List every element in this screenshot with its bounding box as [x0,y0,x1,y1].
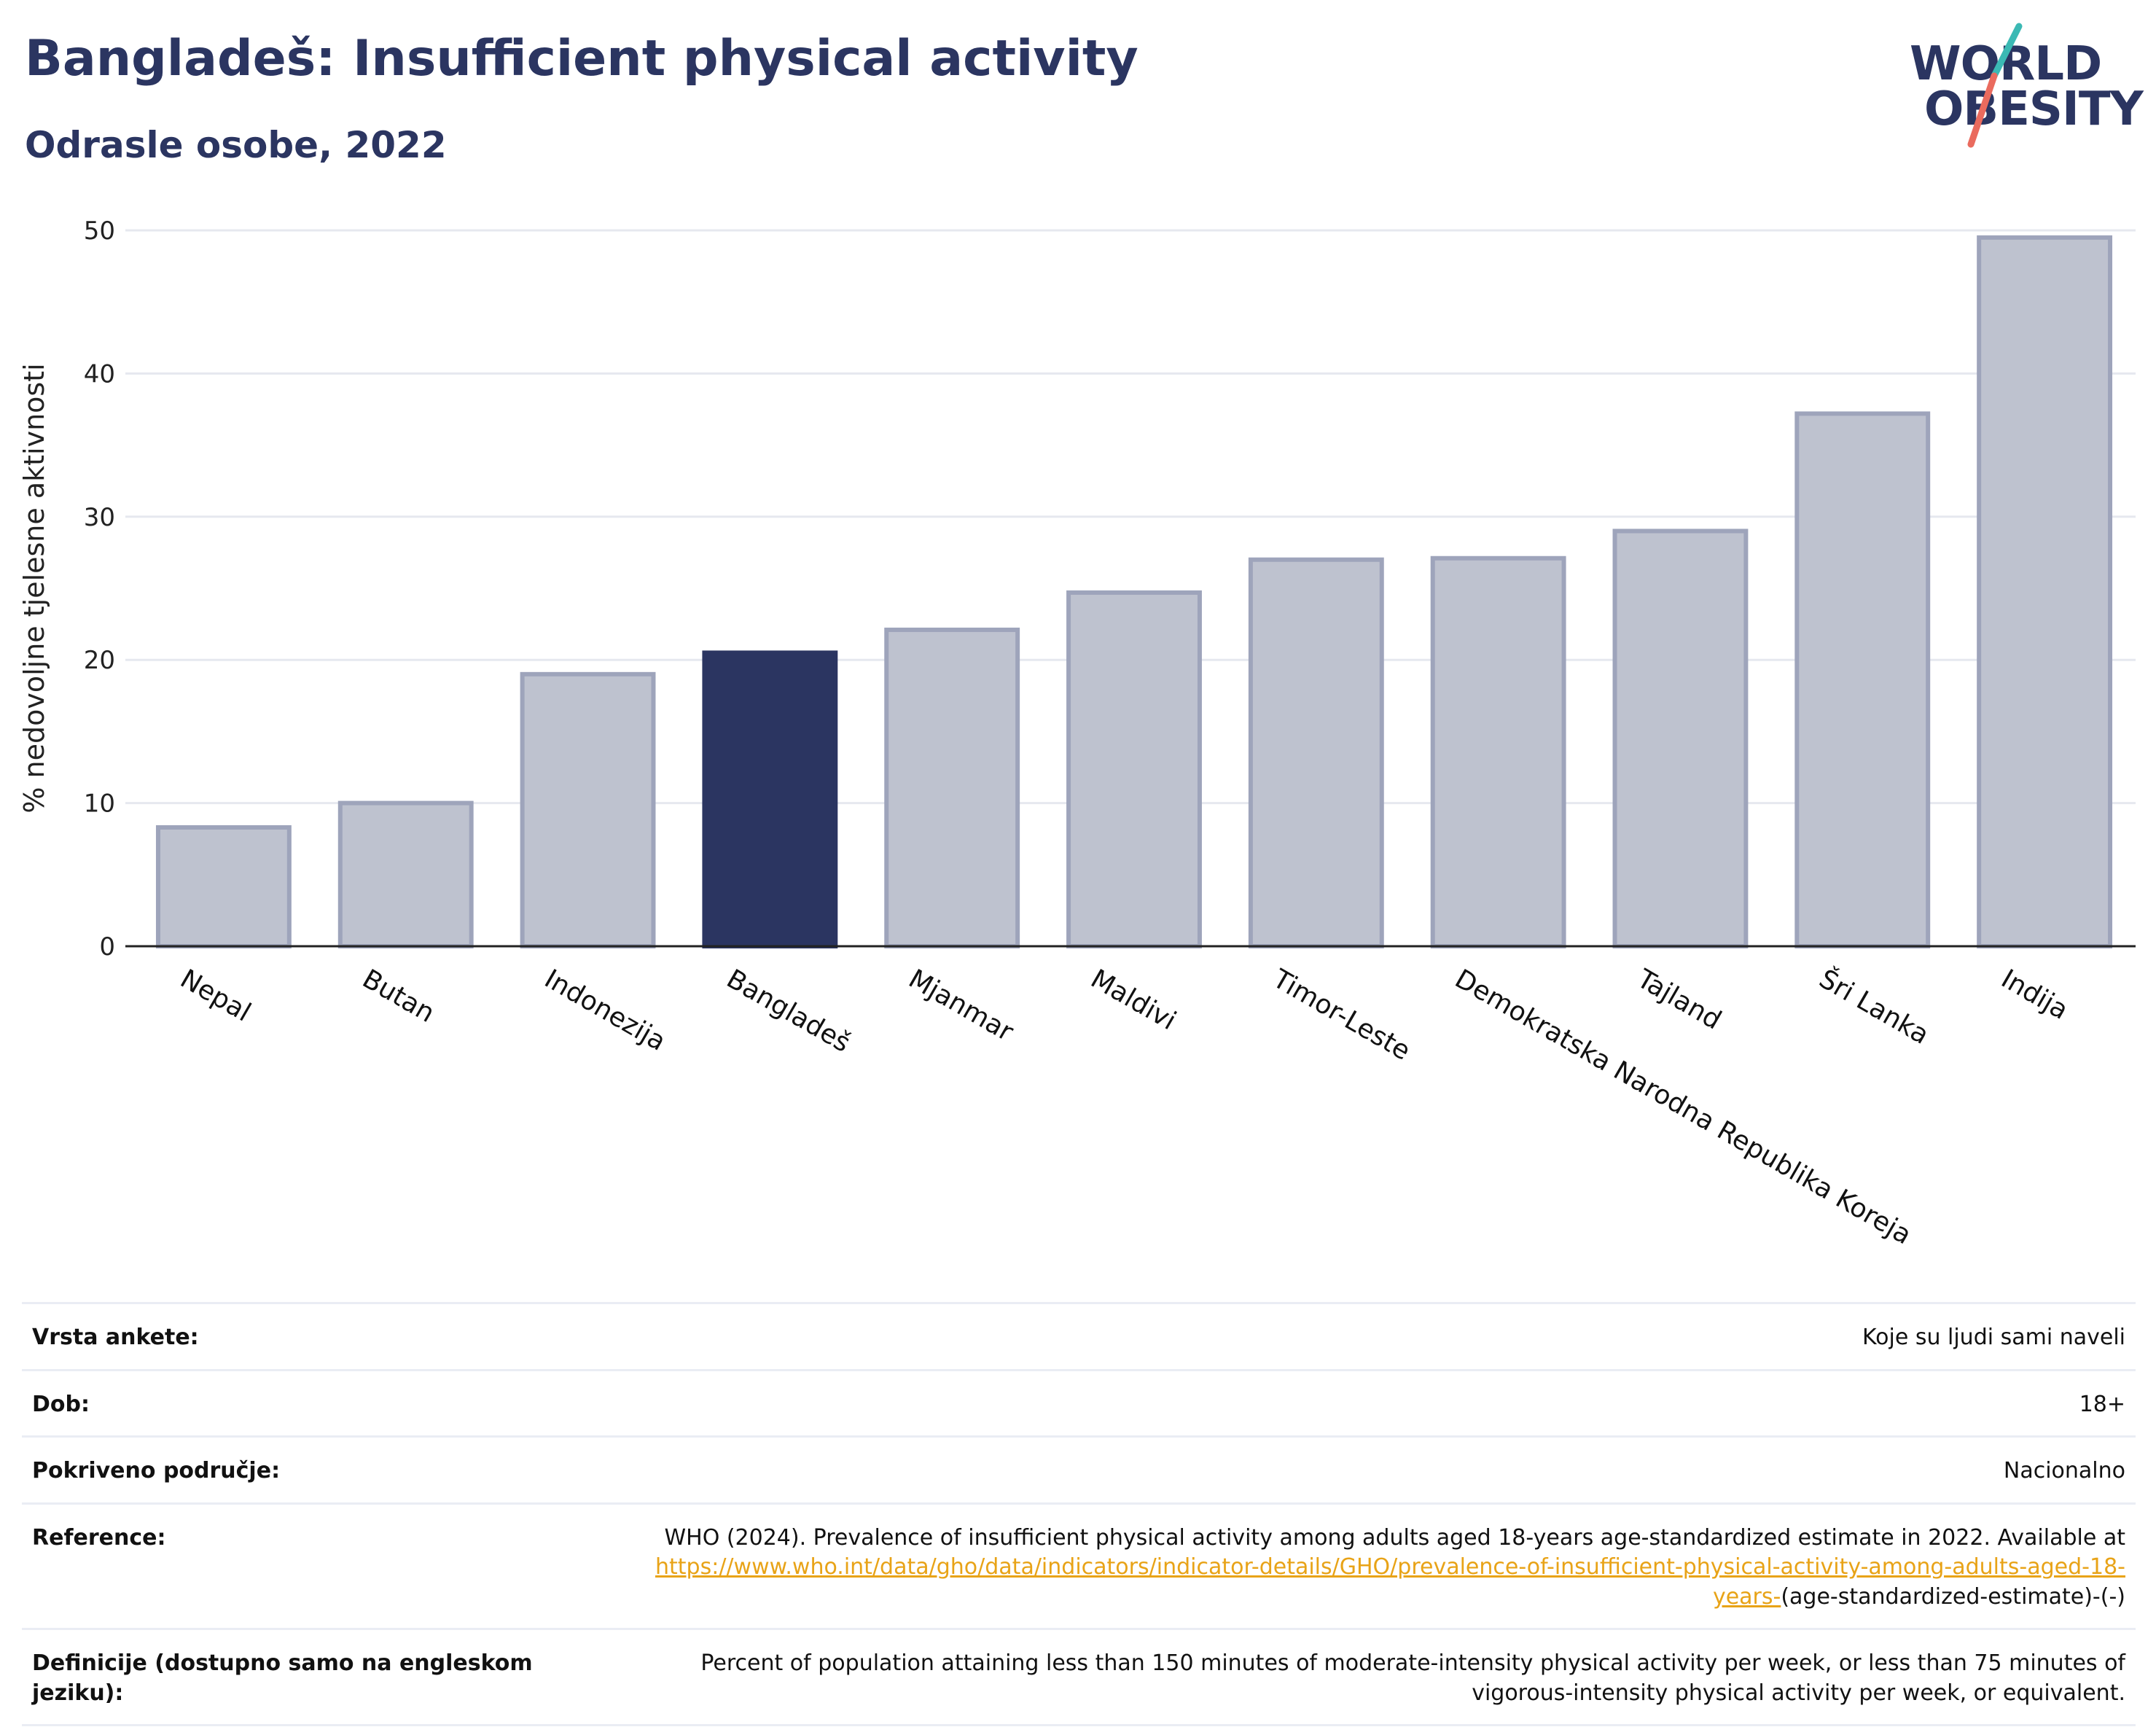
metadata-table: Vrsta ankete: Koje su ljudi sami naveli Do… [22,1302,2136,1726]
bar [1430,555,1566,948]
bar-highlighted [702,650,838,948]
y-tick-label: 30 [84,503,115,532]
meta-key: Dob: [22,1368,596,1438]
y-tick-label: 50 [84,217,115,246]
meta-row: Pokriveno područje: Nacionalno [22,1435,2136,1505]
y-axis-ticks: 0 10 20 30 40 50 [84,217,115,962]
logo-slash-icon [1967,23,2023,148]
reference-link[interactable]: https://www.who.int/data/gho/data/indica… [655,1554,2125,1610]
y-tick-label: 10 [84,789,115,819]
bar [1612,529,1749,948]
logo-line-2: OBESITY [1924,82,2144,136]
meta-value: Nacionalno [596,1435,2136,1505]
reference-row: Reference: WHO (2024). Prevalence of ins… [22,1502,2136,1630]
x-tick-label: Maldivi [1086,964,1181,1036]
meta-value: 18+ [596,1368,2136,1438]
reference-key: Reference: [22,1502,596,1630]
y-tick-label: 20 [84,646,115,675]
y-tick-label: 40 [84,359,115,389]
meta-value: Koje su ljudi sami naveli [596,1302,2136,1371]
x-tick-label: Šri Lanka [1814,963,1934,1050]
x-tick-label: Indija [1996,964,2074,1026]
bar [1248,557,1384,948]
x-tick-label: Bangladeš [722,964,856,1058]
bar [884,627,1020,948]
meta-row: Dob: 18+ [22,1368,2136,1438]
x-tick-label: Mjanmar [904,964,1018,1048]
x-tick-label: Tajland [1631,964,1726,1036]
x-tick-label: Butan [357,964,440,1029]
bar [1794,411,1931,948]
x-tick-label: Indonezija [539,964,671,1057]
y-tick-label: 0 [99,932,115,962]
bar [337,800,474,948]
definition-row: Definicije (dostupno samo na engleskom j… [22,1628,2136,1726]
bar [1066,590,1202,949]
meta-key: Vrsta ankete: [22,1302,596,1371]
meta-row: Vrsta ankete: Koje su ljudi sami naveli [22,1302,2136,1371]
y-axis-title: % nedovoljne tjelesne aktivnosti [18,363,50,813]
x-tick-label: Timor-Leste [1267,964,1415,1067]
bar [155,824,292,948]
reference-tail: (age-standardized-estimate)-(-) [1781,1583,2125,1610]
meta-key: Pokriveno područje: [22,1435,596,1505]
x-axis-labels: Nepal Butan Indonezija Bangladeš Mjanmar Mald… [175,963,2073,1250]
reference-value: WHO (2024). Prevalence of insufficient p… [596,1502,2136,1630]
world-obesity-logo: WORLD OBESITY [1895,20,2144,152]
bar [520,671,656,949]
chart-subtitle: Odrasle osobe, 2022 [25,124,447,166]
bar-chart: 0 10 20 30 40 50 Nepal Butan Indonezija Banglade… [18,217,2136,1250]
definition-value: Percent of population attaining less tha… [596,1628,2136,1726]
x-tick-label: Nepal [175,964,256,1028]
definition-key: Definicije (dostupno samo na engleskom j… [22,1628,596,1726]
chart-title: Bangladeš: Insufficient physical activit… [25,30,1138,87]
bar [1977,235,2113,948]
bars [155,235,2113,949]
reference-text: WHO (2024). Prevalence of insufficient p… [664,1524,2125,1551]
